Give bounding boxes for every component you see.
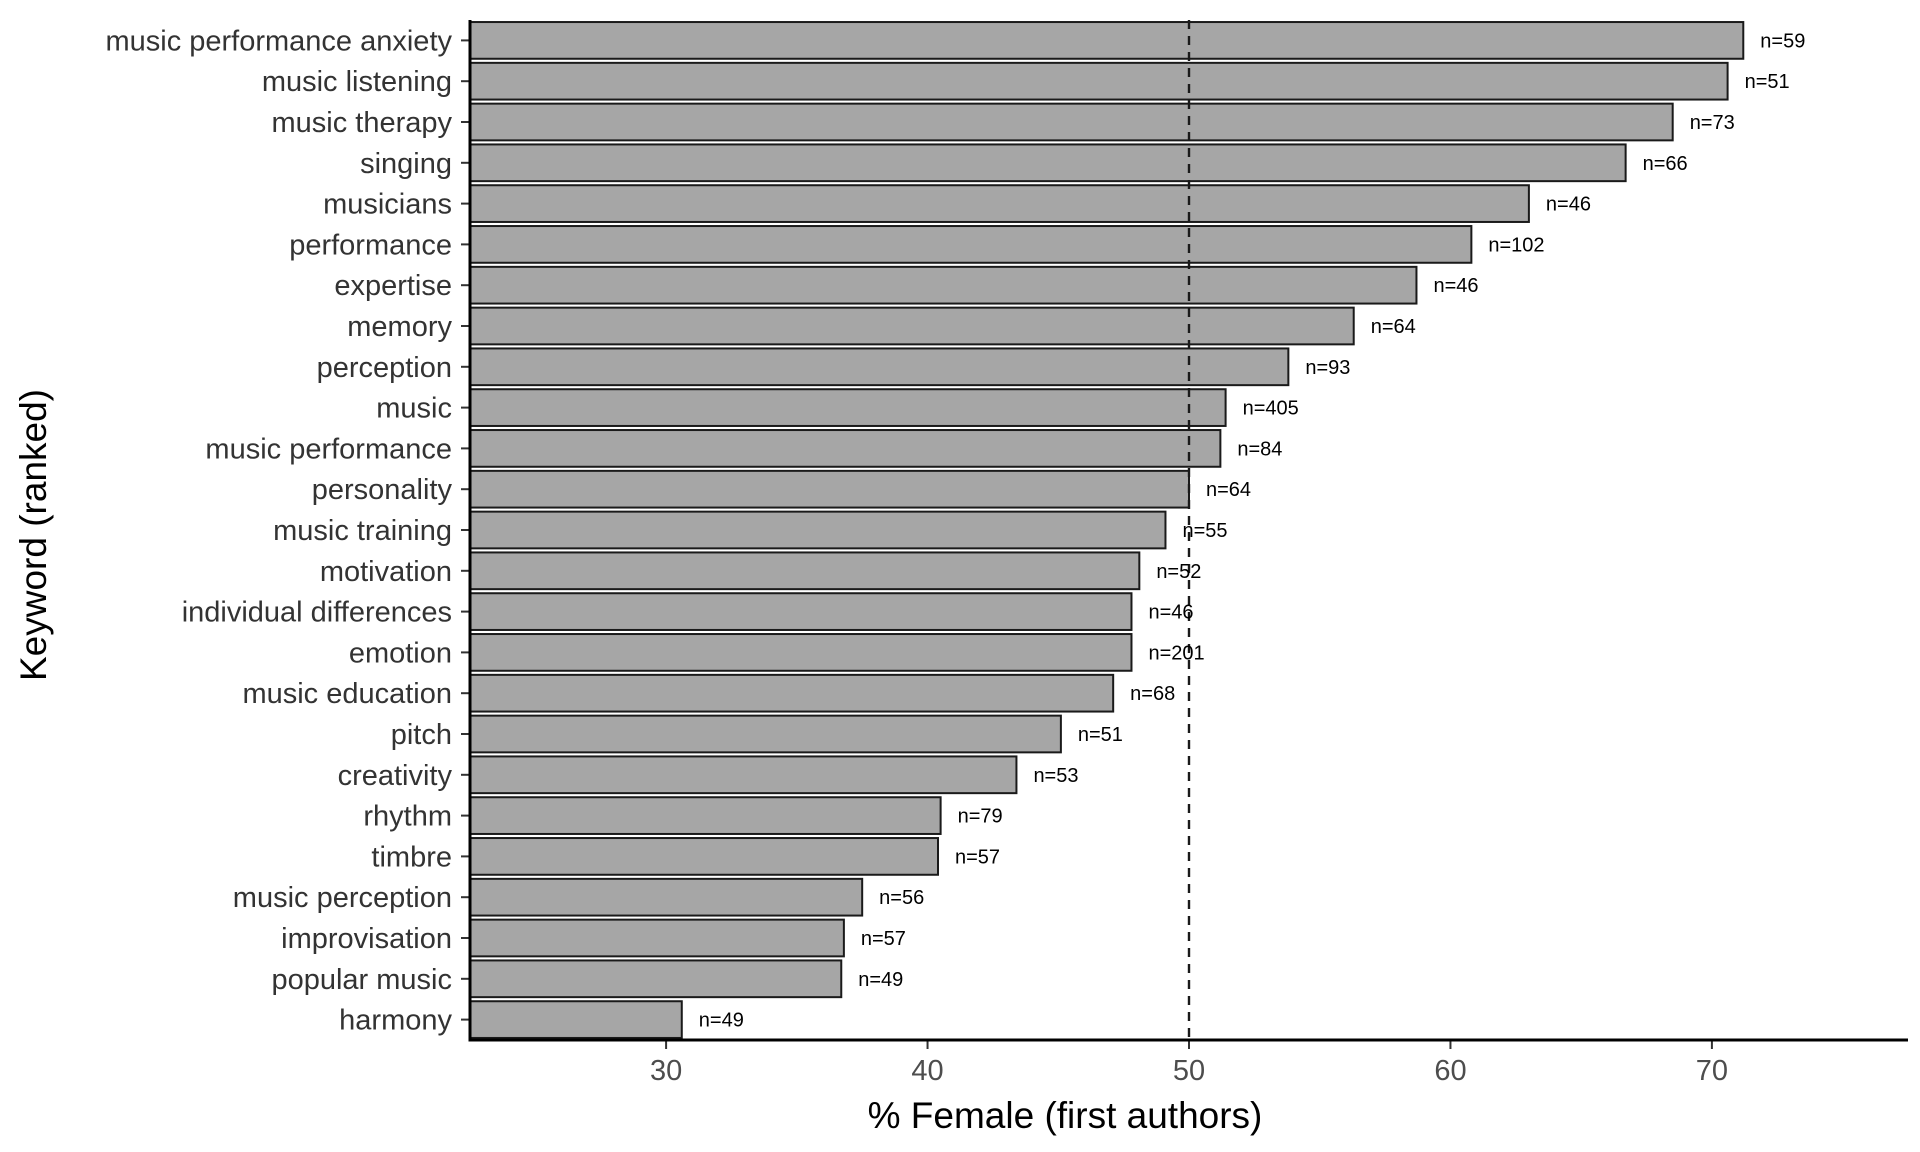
x-tick-label: 50 (1173, 1055, 1205, 1087)
y-tick-label: musicians (323, 189, 452, 221)
count-label: n=57 (861, 928, 906, 950)
x-tick-label: 70 (1696, 1055, 1728, 1087)
y-tick-label: motivation (320, 556, 452, 588)
count-label: n=64 (1206, 479, 1251, 501)
count-label: n=51 (1078, 724, 1123, 746)
y-tick-label: personality (312, 474, 453, 506)
bar (469, 184, 1530, 223)
bar (469, 633, 1133, 672)
bar (469, 551, 1141, 591)
y-tick-label: expertise (334, 270, 452, 302)
bar (469, 306, 1355, 346)
count-label: n=73 (1690, 112, 1735, 134)
bar (469, 510, 1167, 550)
count-label: n=201 (1148, 642, 1204, 664)
y-tick-label: music education (242, 678, 452, 710)
count-label: n=53 (1033, 765, 1078, 787)
bar (469, 102, 1674, 142)
count-label: n=49 (858, 969, 903, 991)
count-label: n=46 (1546, 194, 1591, 216)
bar (469, 877, 864, 917)
count-label: n=46 (1148, 602, 1193, 624)
bar (469, 959, 843, 999)
y-axis-title: Keyword (ranked) (13, 389, 54, 681)
bar (469, 796, 942, 835)
count-label: n=46 (1433, 275, 1478, 297)
count-label: n=57 (955, 846, 1000, 868)
y-tick-label: perception (317, 352, 452, 384)
count-label: n=51 (1745, 71, 1790, 93)
y-tick-label: music listening (262, 66, 452, 98)
y-tick-label: harmony (339, 1005, 452, 1037)
bar (469, 347, 1290, 387)
bar (469, 918, 845, 958)
bar (469, 673, 1115, 713)
count-label: n=84 (1237, 438, 1282, 460)
bar (469, 469, 1190, 509)
bar (469, 755, 1018, 795)
bar (469, 429, 1222, 468)
count-label: n=52 (1156, 561, 1201, 583)
bar (469, 714, 1062, 754)
bar (469, 592, 1133, 631)
y-tick-label: individual differences (182, 597, 452, 629)
y-tick-label: creativity (338, 760, 453, 792)
y-tick-label: popular music (271, 964, 452, 996)
bar (469, 265, 1418, 305)
bar (469, 61, 1729, 101)
count-label: n=56 (879, 887, 924, 909)
bar (469, 143, 1627, 183)
x-tick-label: 30 (650, 1055, 682, 1087)
count-label: n=79 (958, 806, 1003, 828)
count-label: n=64 (1371, 316, 1416, 338)
y-tick-label: music performance anxiety (105, 25, 452, 57)
bar (469, 225, 1473, 264)
x-ticks-group: 30 40 50 60 70 (650, 1040, 1728, 1087)
bar (469, 388, 1227, 427)
bar (469, 1000, 683, 1039)
y-tick-label: music therapy (271, 107, 452, 139)
x-axis-title: % Female (first authors) (868, 1095, 1263, 1136)
count-label: n=93 (1305, 357, 1350, 379)
x-tick-label: 40 (911, 1055, 943, 1087)
count-label: n=55 (1182, 520, 1227, 542)
count-label: n=405 (1243, 398, 1299, 420)
y-tick-label: performance (289, 229, 452, 261)
y-tick-label: rhythm (363, 801, 452, 833)
y-tick-label: music performance (205, 433, 452, 465)
y-tick-label: emotion (349, 637, 452, 669)
count-label: n=102 (1488, 234, 1544, 256)
y-tick-label: music training (273, 515, 452, 547)
bars-group (469, 21, 1745, 1039)
count-label: n=66 (1643, 153, 1688, 175)
count-label: n=49 (699, 1010, 744, 1032)
count-label: n=59 (1760, 30, 1805, 52)
y-tick-label: memory (347, 311, 452, 343)
y-tick-label: music (376, 393, 452, 425)
y-tick-label: timbre (371, 841, 452, 873)
count-label: n=68 (1130, 683, 1175, 705)
x-tick-label: 60 (1434, 1055, 1466, 1087)
y-tick-labels-group: music performance anxiety music listening… (105, 25, 470, 1037)
bar (469, 837, 940, 876)
bar (469, 21, 1745, 60)
count-labels-group: n=59n=51n=73n=66n=46n=102n=46n=64n=93n=4… (699, 30, 1806, 1031)
y-tick-label: music perception (233, 882, 452, 914)
y-tick-label: pitch (391, 719, 452, 751)
y-tick-label: singing (360, 148, 452, 180)
y-tick-label: improvisation (281, 923, 452, 955)
